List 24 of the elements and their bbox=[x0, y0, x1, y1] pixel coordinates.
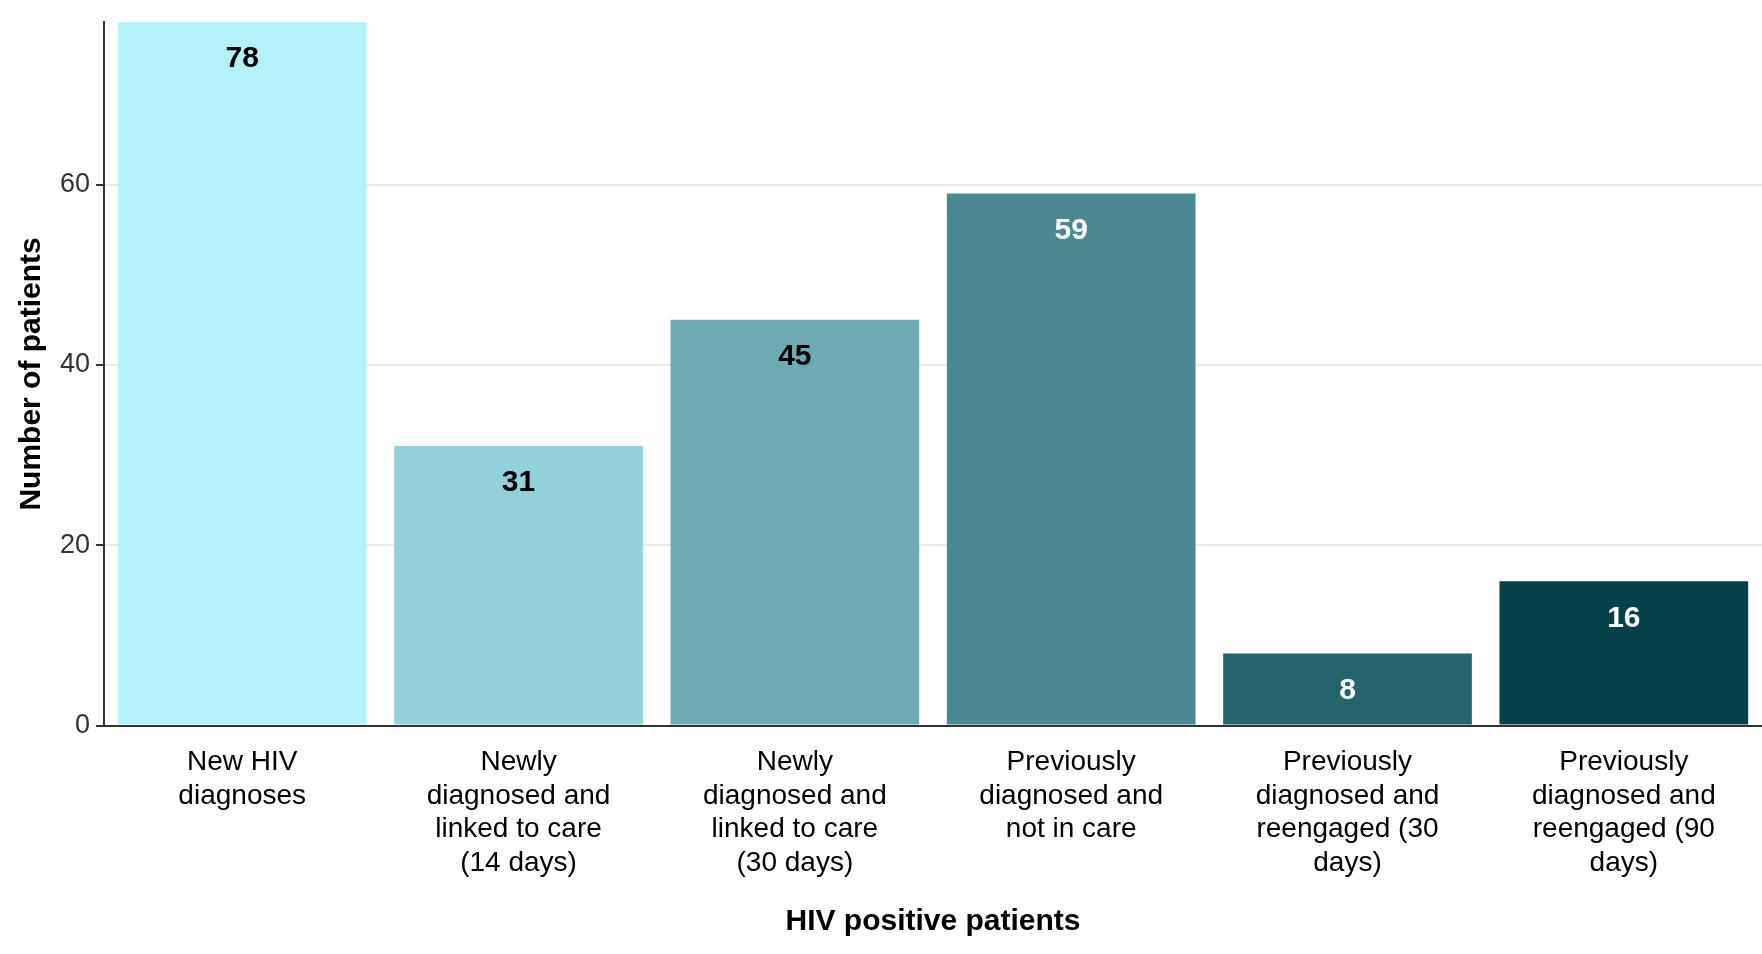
bar bbox=[670, 319, 920, 725]
x-tick-label: New HIV diagnoses bbox=[178, 745, 307, 810]
x-tick-label: Previously diagnosed and reengaged (30 days) bbox=[1255, 745, 1440, 877]
x-tick-label: Previously diagnosed and not in care bbox=[979, 745, 1164, 844]
x-axis-title: HIV positive patients bbox=[785, 903, 1081, 937]
bar bbox=[117, 22, 367, 725]
y-axis-title: Number of patients bbox=[13, 237, 47, 511]
bar bbox=[946, 193, 1196, 725]
data-label: 16 bbox=[1607, 599, 1641, 633]
x-tick-label: Previously diagnosed and reengaged (90 days) bbox=[1531, 745, 1716, 877]
x-tick-label: Newly diagnosed and linked to care (14 days) bbox=[426, 745, 611, 877]
data-label: 78 bbox=[225, 40, 259, 74]
data-label: 59 bbox=[1054, 211, 1088, 245]
y-tick-label: 0 bbox=[75, 709, 91, 740]
x-tick-label: Newly diagnosed and linked to care (30 days) bbox=[702, 745, 887, 877]
data-label: 45 bbox=[778, 338, 812, 372]
y-tick-label: 40 bbox=[59, 348, 91, 379]
y-tick-label: 60 bbox=[59, 167, 91, 198]
bar bbox=[394, 446, 643, 725]
bar bbox=[1499, 581, 1749, 725]
data-label: 8 bbox=[1339, 671, 1356, 705]
data-label: 31 bbox=[501, 464, 536, 498]
bar bbox=[1223, 653, 1472, 725]
y-tick-label: 20 bbox=[59, 528, 91, 559]
